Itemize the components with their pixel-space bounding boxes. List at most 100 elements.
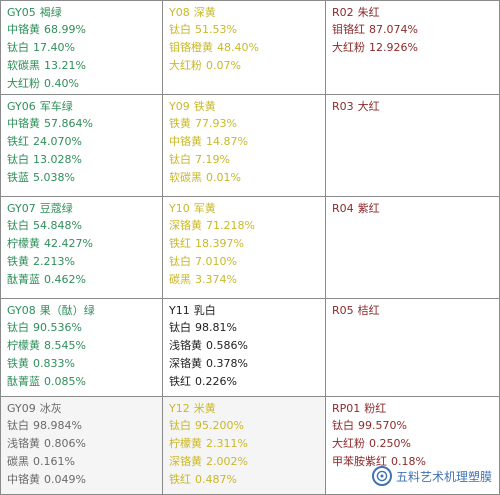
pigment-name: 浅铬黄 bbox=[7, 437, 40, 450]
pigment-percent: 8.545% bbox=[44, 339, 86, 352]
pigment-percent: 51.53% bbox=[195, 23, 237, 36]
pigment-percent: 0.085% bbox=[44, 375, 86, 388]
pigment-percent: 98.81% bbox=[195, 321, 237, 334]
pigment-name: 钛白 bbox=[169, 321, 191, 334]
pigment-row: 中铬黄 0.049% bbox=[7, 471, 162, 489]
formula-cell: Y11 乳白 钛白 98.81% 浅铬黄 0.586% 深铬黄 0.378% 铁红 0.226% bbox=[163, 299, 326, 397]
color-code: Y12 bbox=[169, 402, 190, 415]
pigment-percent: 0.07% bbox=[206, 59, 241, 72]
pigment-row: 铁红 18.397% bbox=[169, 235, 325, 253]
pigment-percent: 71.218% bbox=[206, 219, 255, 232]
pigment-percent: 99.570% bbox=[358, 419, 407, 432]
pigment-percent: 87.074% bbox=[369, 23, 418, 36]
pigment-row: 钛白 95.200% bbox=[169, 417, 325, 435]
pigment-percent: 0.833% bbox=[33, 357, 75, 370]
pigment-name: 大红粉 bbox=[332, 437, 365, 450]
pigment-percent: 0.161% bbox=[33, 455, 75, 468]
formula-cell: GY09 冰灰 钛白 98.984% 浅铬黄 0.806% 碳黑 0.161% 中铬黄 0.049… bbox=[0, 397, 163, 495]
pigment-row: 钛白 90.536% bbox=[7, 319, 162, 337]
pigment-row: 钛白 99.570% bbox=[332, 417, 499, 435]
color-name: 朱红 bbox=[357, 6, 380, 19]
pigment-name: 酞菁蓝 bbox=[7, 375, 40, 388]
color-code: R04 bbox=[332, 202, 354, 215]
formula-header: Y12 米黄 bbox=[169, 400, 325, 417]
formula-header: Y11 乳白 bbox=[169, 302, 325, 319]
pigment-percent: 48.40% bbox=[217, 41, 259, 54]
pigment-row: 大红粉 0.07% bbox=[169, 57, 325, 75]
pigment-percent: 0.487% bbox=[195, 473, 237, 486]
pigment-percent: 18.397% bbox=[195, 237, 244, 250]
pigment-name: 柠檬黄 bbox=[7, 237, 40, 250]
color-name: 铁黄 bbox=[193, 100, 216, 113]
formula-cell: GY08 果（酞）绿 钛白 90.536% 柠檬黄 8.545% 铁黄 0.833% 酞菁蓝 0.… bbox=[0, 299, 163, 397]
pigment-name: 深铬黄 bbox=[169, 455, 202, 468]
pigment-name: 碳黑 bbox=[7, 455, 29, 468]
pigment-name: 钛白 bbox=[169, 23, 191, 36]
color-code: R02 bbox=[332, 6, 354, 19]
pigment-name: 大红粉 bbox=[332, 41, 365, 54]
pigment-name: 钛白 bbox=[169, 153, 191, 166]
formula-header: GY06 军车绿 bbox=[7, 98, 162, 115]
pigment-name: 钛白 bbox=[169, 419, 191, 432]
pigment-row: 铁黄 0.833% bbox=[7, 355, 162, 373]
pigment-percent: 98.984% bbox=[33, 419, 82, 432]
pigment-row: 中铬黄 68.99% bbox=[7, 21, 162, 39]
pigment-percent: 7.010% bbox=[195, 255, 237, 268]
color-code: Y09 bbox=[169, 100, 190, 113]
formula-header: GY09 冰灰 bbox=[7, 400, 162, 417]
formula-header: Y08 深黄 bbox=[169, 4, 325, 21]
formula-header: R04 紫红 bbox=[332, 200, 499, 217]
pigment-percent: 13.21% bbox=[44, 59, 86, 72]
color-name: 大红 bbox=[357, 100, 380, 113]
formula-header: GY05 褐绿 bbox=[7, 4, 162, 21]
pigment-name: 软碳黑 bbox=[169, 171, 202, 184]
pigment-name: 钛白 bbox=[7, 41, 29, 54]
pigment-name: 软碳黑 bbox=[7, 59, 40, 72]
pigment-name: 铁红 bbox=[7, 135, 29, 148]
pigment-row: 柠檬黄 8.545% bbox=[7, 337, 162, 355]
pigment-name: 中铬黄 bbox=[7, 117, 40, 130]
pigment-name: 柠檬黄 bbox=[7, 339, 40, 352]
color-name: 果（酞）绿 bbox=[39, 304, 95, 317]
color-name: 粉红 bbox=[364, 402, 387, 415]
pigment-percent: 7.19% bbox=[195, 153, 230, 166]
pigment-percent: 77.93% bbox=[195, 117, 237, 130]
pigment-percent: 0.378% bbox=[206, 357, 248, 370]
pigment-name: 中铬黄 bbox=[7, 23, 40, 36]
color-code: Y11 bbox=[169, 304, 190, 317]
pigment-name: 大红粉 bbox=[169, 59, 202, 72]
formula-header: R02 朱红 bbox=[332, 4, 499, 21]
formula-cell: R05 桔红 bbox=[326, 299, 500, 397]
formula-cell: Y12 米黄 钛白 95.200% 柠檬黄 2.311% 深铬黄 2.002% 铁红 0.487% bbox=[163, 397, 326, 495]
pigment-row: 深铬黄 2.002% bbox=[169, 453, 325, 471]
formula-cell: Y08 深黄 钛白 51.53% 钼铬橙黄 48.40% 大红粉 0.07% bbox=[163, 0, 326, 95]
pigment-percent: 0.18% bbox=[391, 455, 426, 468]
pigment-row: 中铬黄 14.87% bbox=[169, 133, 325, 151]
pigment-name: 中铬黄 bbox=[169, 135, 202, 148]
pigment-percent: 54.848% bbox=[33, 219, 82, 232]
pigment-row: 深铬黄 71.218% bbox=[169, 217, 325, 235]
color-name: 米黄 bbox=[193, 402, 216, 415]
color-name: 紫红 bbox=[357, 202, 380, 215]
pigment-row: 钛白 98.81% bbox=[169, 319, 325, 337]
formula-header: R03 大红 bbox=[332, 98, 499, 115]
pigment-name: 钛白 bbox=[7, 153, 29, 166]
pigment-percent: 90.536% bbox=[33, 321, 82, 334]
pigment-percent: 24.070% bbox=[33, 135, 82, 148]
pigment-row: 铁蓝 5.038% bbox=[7, 169, 162, 187]
formula-header: GY07 豆蔻绿 bbox=[7, 200, 162, 217]
pigment-row: 浅铬黄 0.806% bbox=[7, 435, 162, 453]
pigment-row: 钛白 51.53% bbox=[169, 21, 325, 39]
formula-cell: Y10 军黄 深铬黄 71.218% 铁红 18.397% 钛白 7.010% 碳黑 3.374% bbox=[163, 197, 326, 299]
formula-cell: GY05 褐绿 中铬黄 68.99% 钛白 17.40% 软碳黑 13.21% 大红粉 0.40% bbox=[0, 0, 163, 95]
color-code: Y10 bbox=[169, 202, 190, 215]
pigment-name: 钛白 bbox=[169, 255, 191, 268]
pigment-name: 钛白 bbox=[332, 419, 354, 432]
pigment-percent: 12.926% bbox=[369, 41, 418, 54]
formula-cell: R02 朱红 钼铬红 87.074% 大红粉 12.926% bbox=[326, 0, 500, 95]
pigment-row: 钛白 13.028% bbox=[7, 151, 162, 169]
color-code: R05 bbox=[332, 304, 354, 317]
pigment-name: 甲苯胺紫红 bbox=[332, 455, 387, 468]
pigment-row: 大红粉 0.40% bbox=[7, 75, 162, 93]
